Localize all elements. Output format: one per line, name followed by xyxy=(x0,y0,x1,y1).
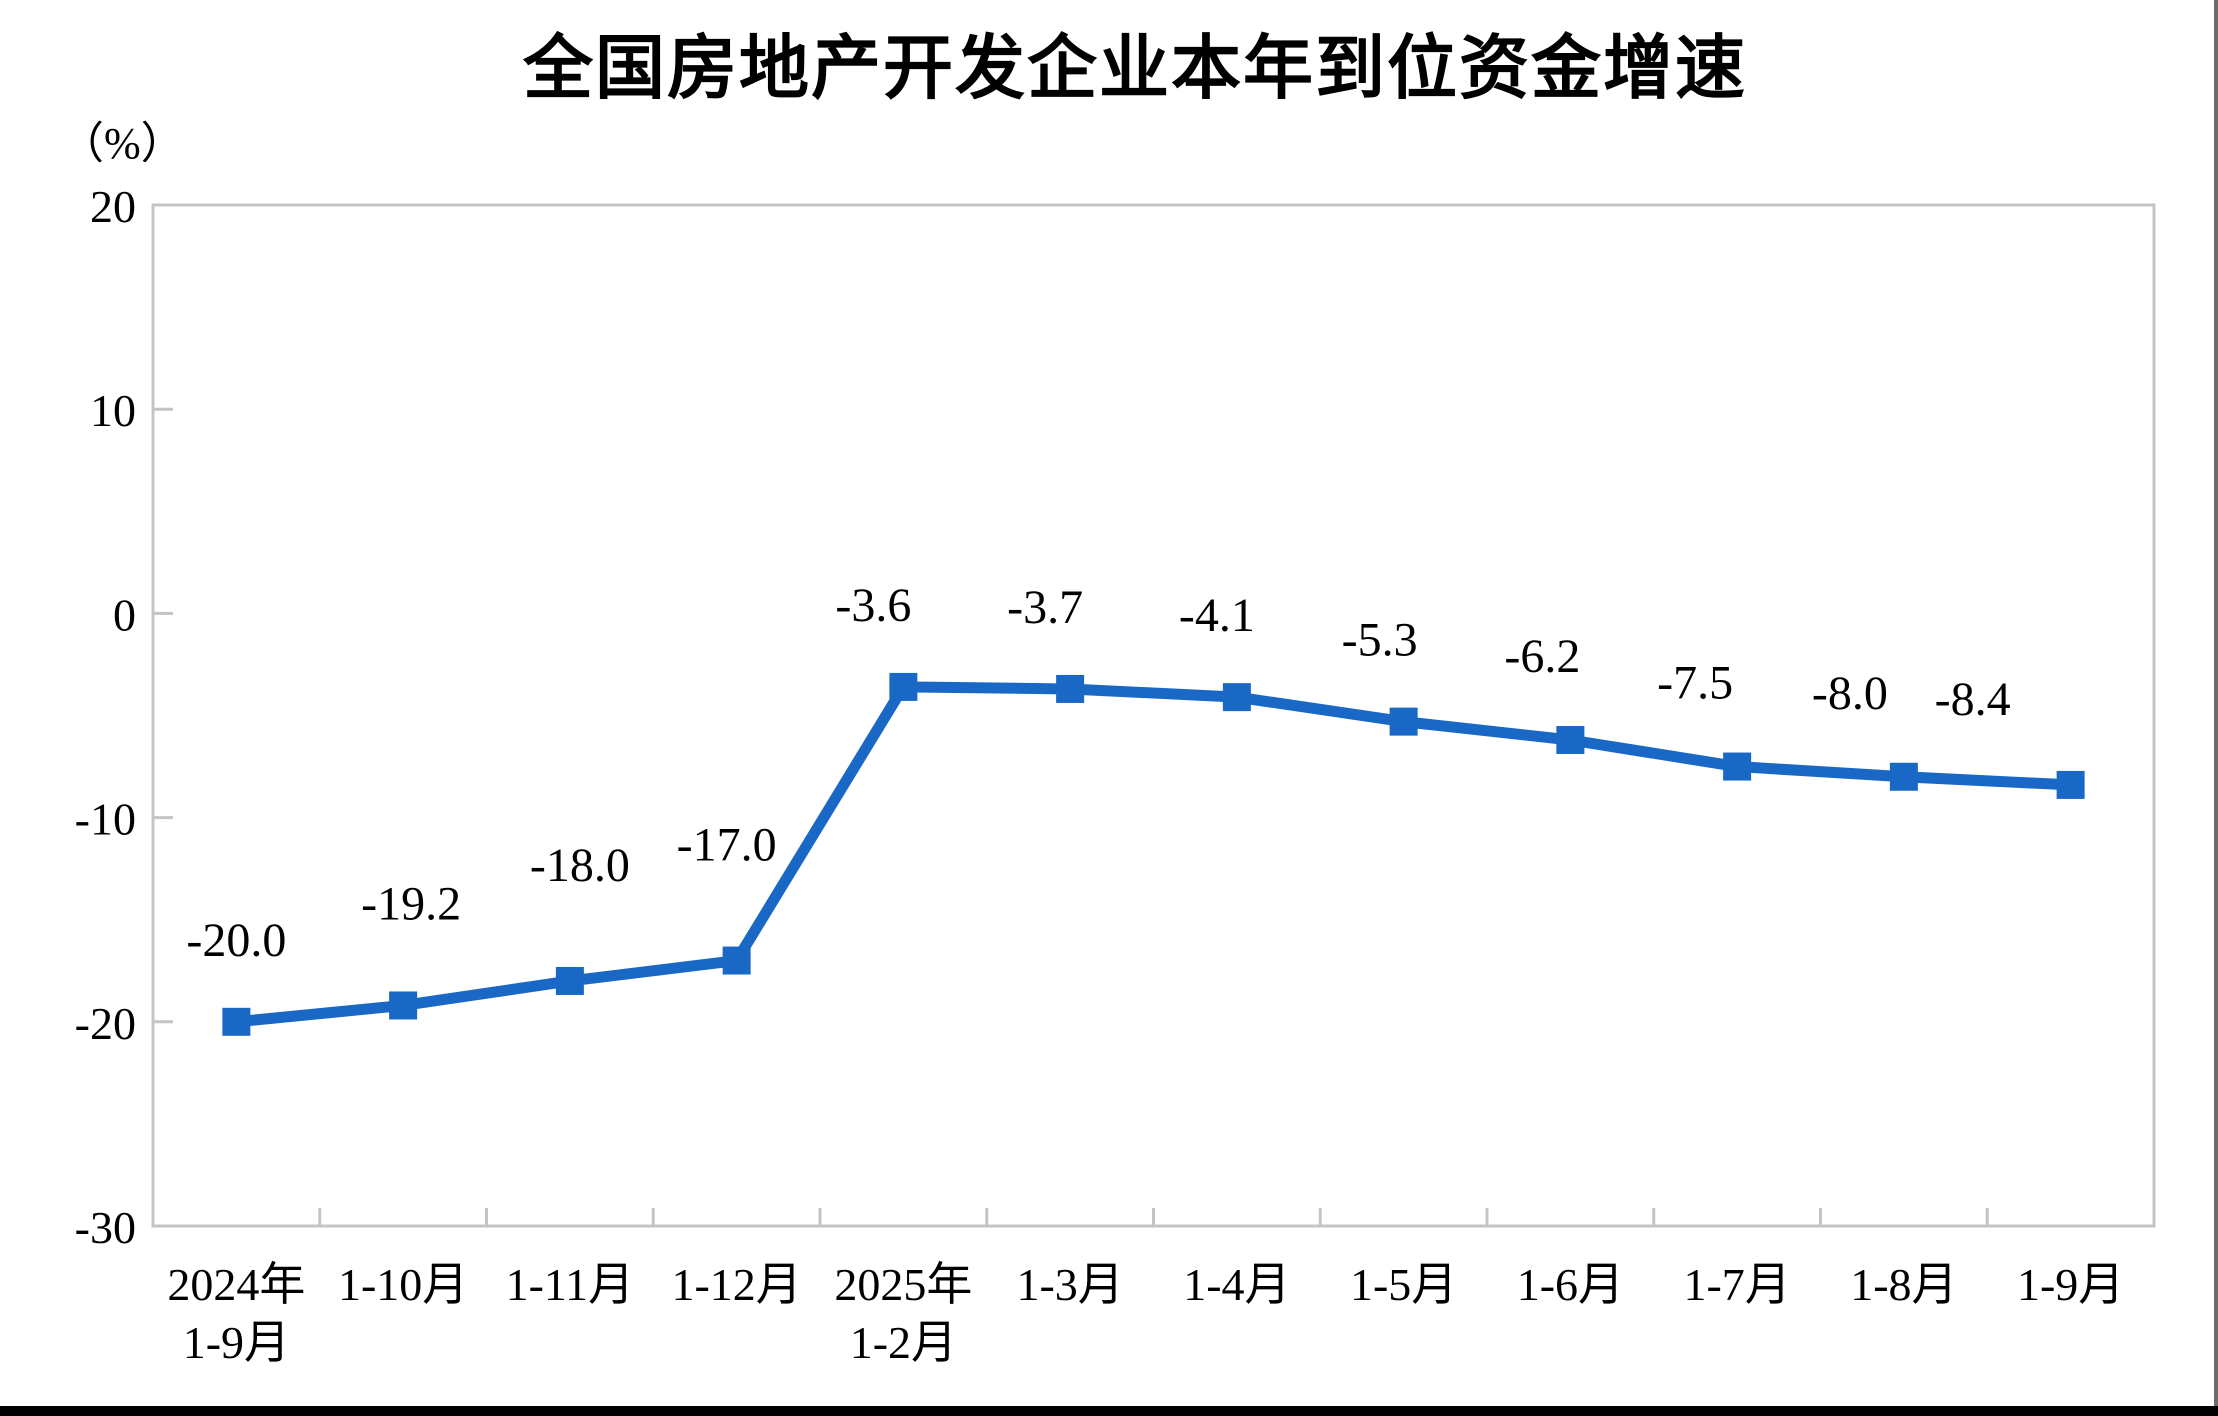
y-axis-unit-label: （%） xyxy=(60,119,185,168)
y-axis-tick-label: -10 xyxy=(75,794,136,845)
data-point-label: -6.2 xyxy=(1504,630,1580,683)
series-layer xyxy=(222,672,2085,1036)
data-point-marker xyxy=(222,1007,251,1036)
y-axis-tick-label: -30 xyxy=(75,1202,136,1253)
data-point-label: -8.4 xyxy=(1935,673,2011,726)
x-axis-category-label: 1-8月 xyxy=(1850,1259,1957,1310)
screen-bottom-bar xyxy=(0,1406,2218,1416)
y-axis-tick-label: 20 xyxy=(90,181,136,232)
data-point-marker xyxy=(1556,726,1585,755)
data-point-label: -7.5 xyxy=(1657,657,1733,710)
x-axis-labels: 2024年 1-9月 1-10月 1-11月 1-12月 2025年 1-2月 1-3月 1-4… xyxy=(167,1259,2124,1368)
data-point-marker xyxy=(722,946,751,975)
x-axis-category-label: 1-12月 xyxy=(671,1259,801,1310)
y-axis-labels: 20 10 0 -10 -20 -30 xyxy=(75,181,136,1253)
data-point-label: -17.0 xyxy=(677,819,777,872)
x-axis-category-label: 1-6月 xyxy=(1517,1259,1624,1310)
data-point-marker xyxy=(1056,674,1085,703)
data-point-label: -19.2 xyxy=(361,877,461,930)
data-point-label: -20.0 xyxy=(186,914,286,967)
y-axis-tick-label: 0 xyxy=(113,589,136,640)
x-axis-category-label: 1-4月 xyxy=(1183,1259,1290,1310)
data-point-marker xyxy=(1723,752,1752,781)
series-line xyxy=(230,681,2077,1028)
data-point-marker xyxy=(555,966,584,995)
data-point-marker xyxy=(1222,683,1251,712)
x-axis-category-label: 2024年 1-9月 xyxy=(167,1259,305,1368)
x-axis-category-label: 1-10月 xyxy=(338,1259,468,1310)
data-point-marker xyxy=(389,991,418,1020)
chart-title: 全国房地产开发企业本年到位资金增速 xyxy=(522,30,1747,108)
x-axis-category-label: 1-7月 xyxy=(1683,1259,1790,1310)
x-axis-category-label: 1-3月 xyxy=(1016,1259,1123,1310)
data-labels-layer: -20.0 -19.2 -18.0 -17.0 -3.6 -3.7 -4.1 -5.3 -6.2… xyxy=(186,579,2010,967)
data-point-marker xyxy=(2056,770,2085,799)
data-point-label: -4.1 xyxy=(1179,589,1255,642)
data-point-marker xyxy=(889,672,918,701)
y-axis-tick-label: 10 xyxy=(90,385,136,436)
screen-right-edge xyxy=(2214,0,2218,1416)
y-axis-tick-label: -20 xyxy=(75,998,136,1049)
x-axis-category-label: 1-11月 xyxy=(506,1259,635,1310)
data-point-label: -5.3 xyxy=(1342,614,1418,667)
x-axis-category-label: 2025年 1-2月 xyxy=(834,1259,972,1368)
data-point-marker xyxy=(1389,707,1418,736)
x-axis-category-label: 1-9月 xyxy=(2017,1259,2124,1310)
data-point-label: -3.6 xyxy=(835,579,911,632)
data-point-marker xyxy=(1889,762,1918,791)
axis-ticks xyxy=(153,203,1989,1228)
x-axis-category-label: 1-5月 xyxy=(1350,1259,1457,1310)
data-point-label: -8.0 xyxy=(1812,667,1888,720)
data-point-label: -3.7 xyxy=(1007,581,1083,634)
data-point-label: -18.0 xyxy=(530,839,630,892)
